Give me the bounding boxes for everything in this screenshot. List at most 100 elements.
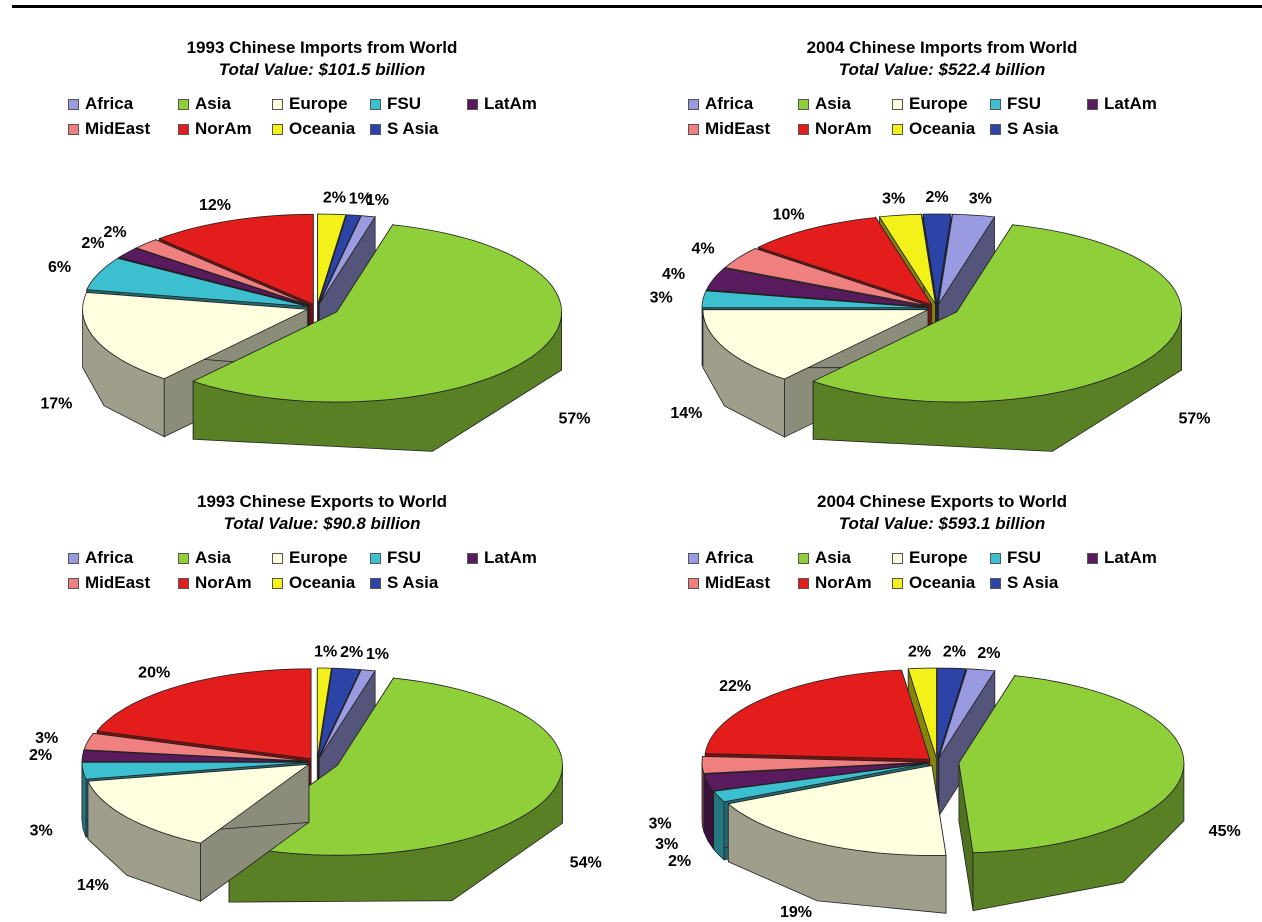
chart-subtitle: Total Value: $522.4 billion <box>838 60 1046 79</box>
slice-africa <box>938 213 996 364</box>
legend-swatch <box>688 577 699 589</box>
legend-swatch <box>68 577 79 589</box>
data-label-mideast: 4% <box>692 241 715 258</box>
legend-swatch <box>467 552 478 564</box>
legend-item-s-asia: S Asia <box>990 119 1058 139</box>
legend-swatch <box>68 123 79 135</box>
legend-swatch <box>178 577 189 589</box>
legend-swatch <box>892 552 903 564</box>
legend-swatch <box>370 123 381 135</box>
data-label-asia: 45% <box>1209 823 1241 840</box>
top-rule <box>12 5 1262 8</box>
legend-item-europe: Europe <box>272 548 348 568</box>
legend-item-oceania: Oceania <box>272 119 355 139</box>
data-label-oceania: 1% <box>314 643 337 660</box>
slice-top <box>87 763 311 844</box>
legend-label: NorAm <box>195 119 252 138</box>
legend-swatch <box>990 577 1001 589</box>
data-label-fsu: 6% <box>48 259 71 276</box>
legend-swatch <box>370 552 381 564</box>
pie-chart: 57% 14% 3% 4% 4% 10% 3% 2% 3% <box>650 189 1211 452</box>
legend-item-fsu: FSU <box>370 548 421 568</box>
slice-top <box>83 732 308 762</box>
data-label-fsu: 3% <box>650 290 673 307</box>
legend-item-s-asia: S Asia <box>990 573 1058 593</box>
legend-swatch <box>798 552 809 564</box>
legend-swatch <box>467 98 478 110</box>
legend-swatch <box>178 552 189 564</box>
slice-africa <box>938 668 996 818</box>
data-label-europe: 19% <box>780 904 812 921</box>
data-label-latam: 2% <box>29 747 52 764</box>
slice-top <box>757 217 933 306</box>
data-label-africa: 1% <box>366 646 389 663</box>
legend-label: Oceania <box>909 119 976 138</box>
slice-top <box>938 668 996 759</box>
legend-label: NorAm <box>815 119 872 138</box>
slice-top <box>922 213 952 305</box>
legend-item-noram: NorAm <box>178 119 252 139</box>
legend-swatch <box>272 98 283 110</box>
slice-top <box>727 764 947 856</box>
slice-top <box>81 761 308 780</box>
slice-top <box>704 669 931 760</box>
data-label-mideast: 3% <box>649 816 672 833</box>
legend-item-latam: LatAm <box>1087 548 1157 568</box>
data-label-noram: 10% <box>773 206 805 223</box>
slice-top <box>701 756 928 774</box>
legend-swatch <box>370 577 381 589</box>
slice-top <box>135 239 310 306</box>
legend-swatch <box>1087 98 1098 110</box>
slice-top <box>117 247 310 307</box>
slice-top <box>724 248 929 307</box>
legend-item-fsu: FSU <box>990 548 1041 568</box>
data-label-europe: 17% <box>40 396 72 413</box>
legend-label: MidEast <box>705 119 771 138</box>
legend-swatch <box>798 123 809 135</box>
slice-top <box>317 667 362 759</box>
data-label-africa: 2% <box>977 645 1000 662</box>
data-label-oceania: 2% <box>908 643 931 660</box>
slice-top <box>192 224 562 403</box>
data-label-europe: 14% <box>77 877 109 894</box>
legend-label: FSU <box>387 94 421 113</box>
slice-top <box>703 762 928 792</box>
data-label-oceania: 2% <box>323 189 346 206</box>
legend-item-africa: Africa <box>68 94 133 114</box>
data-label-latam: 4% <box>662 266 685 283</box>
data-label-noram: 20% <box>138 664 170 681</box>
legend-swatch <box>272 577 283 589</box>
legend-item-noram: NorAm <box>798 573 872 593</box>
chart-title: 2004 Chinese Imports from World <box>806 38 1078 57</box>
legend-swatch <box>178 98 189 110</box>
legend-swatch <box>688 552 699 564</box>
legend-swatch <box>892 98 903 110</box>
chart-subtitle: Total Value: $101.5 billion <box>218 60 426 79</box>
slice-top <box>937 667 967 759</box>
data-label-fsu: 2% <box>668 853 691 870</box>
legend-item-europe: Europe <box>272 94 348 114</box>
legend-label: Asia <box>195 94 231 113</box>
legend-swatch <box>68 98 79 110</box>
legend-label: MidEast <box>705 573 771 592</box>
legend-item-asia: Asia <box>178 94 231 114</box>
data-label-asia: 57% <box>1178 411 1210 428</box>
slice-top <box>938 213 996 305</box>
legend-label: LatAm <box>1104 548 1157 567</box>
legend-swatch <box>1087 552 1098 564</box>
data-label-s-asia: 2% <box>943 643 966 660</box>
legend-label: MidEast <box>85 573 151 592</box>
data-label-fsu: 3% <box>30 822 53 839</box>
legend-item-oceania: Oceania <box>272 573 355 593</box>
legend-label: Europe <box>909 94 968 113</box>
legend-label: Africa <box>85 94 134 113</box>
pie-chart: 54%14%3%2%3%20%1% 2% 1% <box>29 643 602 903</box>
legend-item-latam: LatAm <box>467 548 537 568</box>
slice-top <box>158 213 314 305</box>
legend-item-mideast: MidEast <box>68 573 150 593</box>
slice-asia <box>192 223 562 452</box>
slice-asia <box>958 674 1185 912</box>
slice-top <box>316 667 332 759</box>
slice-top <box>86 257 308 307</box>
data-label-noram: 22% <box>719 678 751 695</box>
